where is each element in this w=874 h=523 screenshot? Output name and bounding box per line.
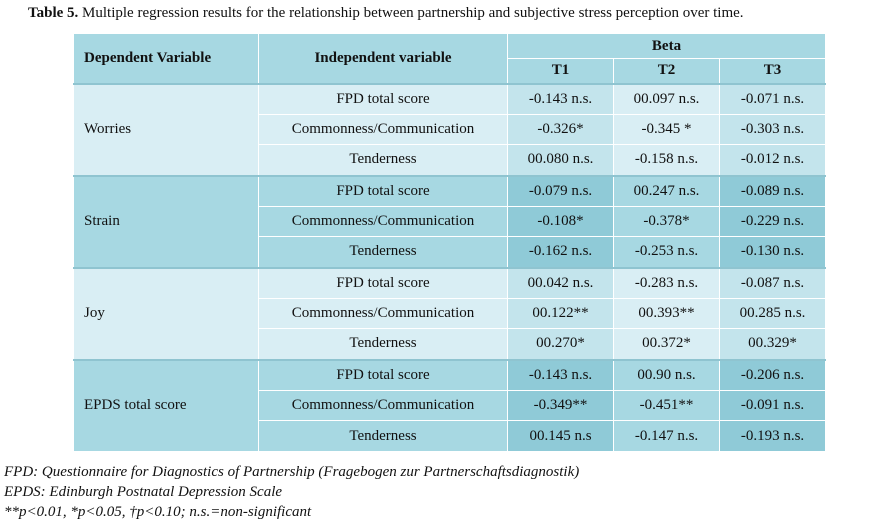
beta-t3-cell: -0.229 n.s. xyxy=(718,206,827,237)
table-row: EPDS total score FPD total score -0.143 n.… xyxy=(73,358,827,452)
beta-t1-cell: -0.162 n.s. xyxy=(507,236,614,268)
caption-label: Table 5. xyxy=(28,5,79,21)
table-row: Tenderness 00.145 n.s -0.147 n.s. -0.193 n.… xyxy=(74,420,827,452)
table-row: Joy FPD total score 00.042 n.s. -0.283 n.s.… xyxy=(73,266,827,360)
independent-variable-cell: Commonness/Communication xyxy=(258,114,508,145)
beta-t1-cell: -0.143 n.s. xyxy=(507,358,614,391)
independent-variable-cell: FPD total score xyxy=(258,266,508,299)
beta-t2-cell: 00.097 n.s. xyxy=(613,82,720,115)
beta-t1-cell: 00.145 n.s xyxy=(507,420,614,452)
table-row: Tenderness 00.270* 00.372* 00.329* xyxy=(74,328,827,360)
table-row: Tenderness 00.080 n.s. -0.158 n.s. -0.012 n… xyxy=(74,144,827,176)
beta-t2-cell: -0.147 n.s. xyxy=(613,420,720,452)
dependent-variable-cell: Joy xyxy=(73,266,259,360)
table-row: Strain FPD total score -0.079 n.s. 00.247 n… xyxy=(73,174,827,268)
beta-t1-cell: -0.079 n.s. xyxy=(507,174,614,207)
independent-variable-cell: Tenderness xyxy=(258,420,508,452)
beta-t1-cell: 00.122** xyxy=(507,298,614,329)
independent-variable-cell: Tenderness xyxy=(258,328,508,360)
dependent-variable-cell: Worries xyxy=(73,82,259,176)
beta-t1-cell: 00.270* xyxy=(507,328,614,360)
header-t3: T3 xyxy=(718,58,827,84)
independent-variable-cell: Commonness/Communication xyxy=(258,390,508,421)
table-row: Worries FPD total score -0.143 n.s. 00.097 … xyxy=(73,82,827,176)
table-row: Tenderness -0.162 n.s. -0.253 n.s. -0.130 n… xyxy=(74,236,827,268)
independent-variable-cell: Commonness/Communication xyxy=(258,206,508,237)
beta-t2-cell: -0.158 n.s. xyxy=(613,144,720,176)
independent-variable-cell: Tenderness xyxy=(258,236,508,268)
table-row: Commonness/Communication -0.108* -0.378* -0… xyxy=(74,206,827,237)
beta-t2-cell: -0.345 * xyxy=(613,114,720,145)
table-notes: FPD: Questionnaire for Diagnostics of Pa… xyxy=(4,462,579,522)
beta-t2-cell: -0.253 n.s. xyxy=(613,236,720,268)
note-fpd: FPD: Questionnaire for Diagnostics of Pa… xyxy=(4,464,580,480)
beta-t3-cell: 00.285 n.s. xyxy=(718,298,827,329)
independent-variable-cell: Commonness/Communication xyxy=(258,298,508,329)
beta-t1-cell: 00.080 n.s. xyxy=(507,144,614,176)
beta-t2-cell: 00.90 n.s. xyxy=(613,358,720,391)
beta-t1-cell: -0.349** xyxy=(507,390,614,421)
beta-t3-cell: -0.089 n.s. xyxy=(718,174,827,207)
beta-t2-cell: 00.393** xyxy=(613,298,720,329)
regression-table: Dependent Variable Independent variable … xyxy=(73,33,827,452)
header-independent: Independent variable xyxy=(258,33,508,84)
header-t2: T2 xyxy=(613,58,720,84)
beta-t2-cell: -0.283 n.s. xyxy=(613,266,720,299)
beta-t1-cell: -0.143 n.s. xyxy=(507,82,614,115)
beta-t3-cell: -0.012 n.s. xyxy=(718,144,827,176)
beta-t3-cell: 00.329* xyxy=(718,328,827,360)
independent-variable-cell: FPD total score xyxy=(258,358,508,391)
independent-variable-cell: Tenderness xyxy=(258,144,508,176)
independent-variable-cell: FPD total score xyxy=(258,174,508,207)
dependent-variable-cell: EPDS total score xyxy=(73,358,259,452)
beta-t2-cell: -0.451** xyxy=(613,390,720,421)
beta-t2-cell: 00.247 n.s. xyxy=(613,174,720,207)
note-significance: **p<0.01, *p<0.05, †p<0.10; n.s.=non-sig… xyxy=(4,504,312,520)
beta-t3-cell: -0.091 n.s. xyxy=(718,390,827,421)
beta-t1-cell: -0.108* xyxy=(507,206,614,237)
beta-t1-cell: -0.326* xyxy=(507,114,614,145)
beta-t2-cell: -0.378* xyxy=(613,206,720,237)
note-epds: EPDS: Edinburgh Postnatal Depression Sca… xyxy=(4,484,283,500)
caption-text: Multiple regression results for the rela… xyxy=(78,5,744,21)
beta-t3-cell: -0.087 n.s. xyxy=(718,266,827,299)
beta-t3-cell: -0.303 n.s. xyxy=(718,114,827,145)
beta-t2-cell: 00.372* xyxy=(613,328,720,360)
beta-t3-cell: -0.071 n.s. xyxy=(718,82,827,115)
header-t1: T1 xyxy=(507,58,614,84)
table-row: Commonness/Communication -0.349** -0.451**… xyxy=(74,390,827,421)
header-dependent: Dependent Variable xyxy=(73,33,259,84)
independent-variable-cell: FPD total score xyxy=(258,82,508,115)
beta-t3-cell: -0.130 n.s. xyxy=(718,236,827,268)
beta-t3-cell: -0.206 n.s. xyxy=(718,358,827,391)
table-row: Commonness/Communication -0.326* -0.345 * -… xyxy=(74,114,827,145)
beta-t3-cell: -0.193 n.s. xyxy=(718,420,827,452)
header-beta: Beta xyxy=(506,33,827,59)
table-caption: Table 5. Multiple regression results for… xyxy=(28,5,744,22)
table-body: Worries FPD total score -0.143 n.s. 00.097 … xyxy=(73,82,827,452)
beta-t1-cell: 00.042 n.s. xyxy=(507,266,614,299)
dependent-variable-cell: Strain xyxy=(73,174,259,268)
